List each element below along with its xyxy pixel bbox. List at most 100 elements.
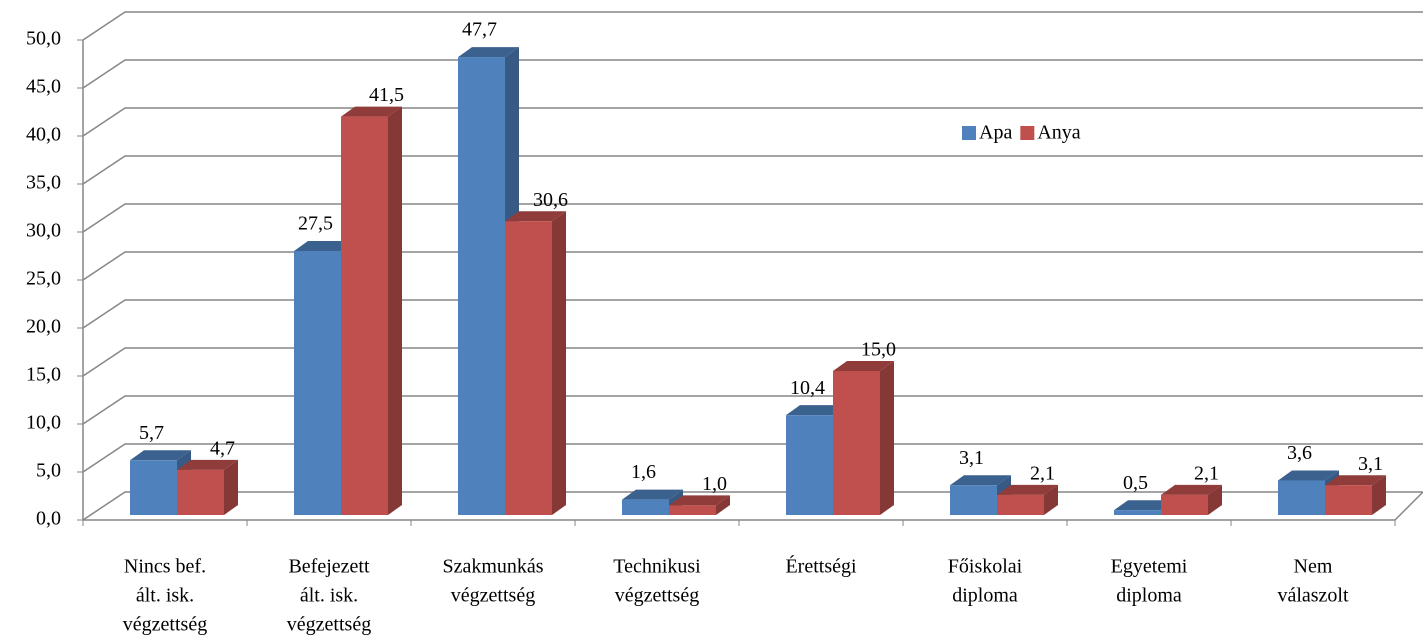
legend-swatch [1020, 126, 1035, 140]
value-label: 47,7 [462, 19, 497, 41]
bar-front [130, 460, 177, 515]
bar-front [622, 499, 669, 515]
x-tick-label: végzettség [451, 585, 535, 607]
bar [1161, 484, 1222, 515]
bar-front [1325, 485, 1372, 515]
y-tick-label: 20,0 [26, 316, 61, 338]
y-tick-label: 25,0 [26, 268, 61, 290]
value-label: 27,5 [298, 213, 333, 235]
bar-side [880, 361, 894, 515]
bar-front [294, 251, 341, 515]
value-label: 10,4 [790, 377, 825, 399]
bar-top [294, 241, 355, 251]
bar-side [1208, 484, 1222, 515]
bar-front [833, 371, 880, 515]
value-label: 3,1 [959, 447, 984, 469]
y-tick-label: 30,0 [26, 220, 61, 242]
bar-top [622, 489, 683, 500]
y-tick-label: 35,0 [26, 172, 61, 194]
y-tick-label: 5,0 [36, 460, 61, 482]
bar-front [1114, 510, 1161, 515]
bar-side [1044, 484, 1058, 515]
y-tick-label: 40,0 [26, 124, 61, 146]
value-label: 1,0 [702, 473, 727, 495]
x-tick-label: végzettség [287, 614, 371, 636]
bar-front [505, 221, 552, 516]
x-tick-label: végzettség [123, 614, 207, 636]
x-tick-label: ált. isk. [300, 585, 358, 607]
bar-front [669, 505, 716, 515]
bar-top [786, 405, 847, 416]
bar-front [786, 415, 833, 515]
legend-label: Apa [979, 122, 1012, 144]
bar-top [130, 450, 191, 461]
x-tick-label: ált. isk. [136, 585, 194, 607]
bar-side [1372, 475, 1386, 515]
bar-front [1278, 480, 1325, 515]
x-tick-label: Főiskolai [948, 556, 1023, 578]
value-label: 4,7 [210, 437, 235, 459]
bar-side [552, 211, 566, 516]
grid-line [82, 251, 1423, 281]
value-label: 2,1 [1030, 462, 1055, 484]
bar-front [1161, 494, 1208, 515]
value-label: 0,5 [1123, 472, 1148, 494]
bar [505, 211, 566, 516]
bar-front [458, 57, 505, 516]
grid-line [82, 155, 1423, 185]
grid-line [82, 299, 1423, 329]
bar-top [505, 211, 566, 222]
bar [997, 484, 1058, 515]
x-tick-label: Befejezett [288, 556, 369, 578]
legend-label: Anya [1037, 122, 1080, 144]
bar-side [224, 459, 238, 515]
bar [669, 495, 730, 515]
bar-top [1161, 484, 1222, 495]
value-label: 3,1 [1358, 453, 1383, 475]
bar-front [177, 469, 224, 515]
y-tick-label: 15,0 [26, 364, 61, 386]
bar-front [341, 116, 388, 515]
x-tick-label: diploma [952, 585, 1018, 607]
bar-front [997, 494, 1044, 515]
grid-line [82, 11, 1423, 41]
x-tick-label: végzettség [615, 585, 699, 607]
bar-top [1325, 475, 1386, 486]
bar-side [716, 495, 730, 515]
value-label: 30,6 [533, 189, 568, 211]
grid-line [82, 443, 1423, 473]
value-label: 1,6 [631, 461, 656, 483]
bar-top [950, 475, 1011, 486]
bar-top [997, 484, 1058, 495]
legend-swatch [962, 126, 976, 140]
y-tick-label: 45,0 [26, 76, 61, 98]
bar [833, 361, 894, 515]
value-label: 5,7 [139, 422, 164, 444]
bar [341, 106, 402, 515]
y-tick-label: 10,0 [26, 412, 61, 434]
x-tick-label: Nincs bef. [124, 556, 206, 578]
x-tick-label: Technikusi [613, 556, 701, 578]
grid-line [82, 107, 1423, 137]
x-tick-label: Egyetemi [1111, 556, 1188, 578]
value-label: 2,1 [1194, 462, 1219, 484]
x-tick-label: Érettségi [785, 555, 857, 578]
bar-side [388, 106, 402, 515]
bar-top [669, 495, 730, 506]
bar-top [177, 459, 238, 470]
bar-front [950, 485, 997, 515]
grid-line [82, 203, 1423, 233]
y-tick-label: 50,0 [26, 28, 61, 50]
bar-top [1114, 500, 1175, 511]
value-label: 41,5 [369, 84, 404, 106]
bar-top [833, 361, 894, 371]
x-tick-label: diploma [1116, 585, 1182, 607]
bar [177, 459, 238, 515]
value-label: 15,0 [861, 339, 896, 361]
value-label: 3,6 [1287, 442, 1312, 464]
bar-top [1278, 470, 1339, 481]
x-tick-label: Szakmunkás [442, 556, 543, 578]
grid-line [82, 59, 1423, 89]
grid-line [82, 395, 1423, 425]
